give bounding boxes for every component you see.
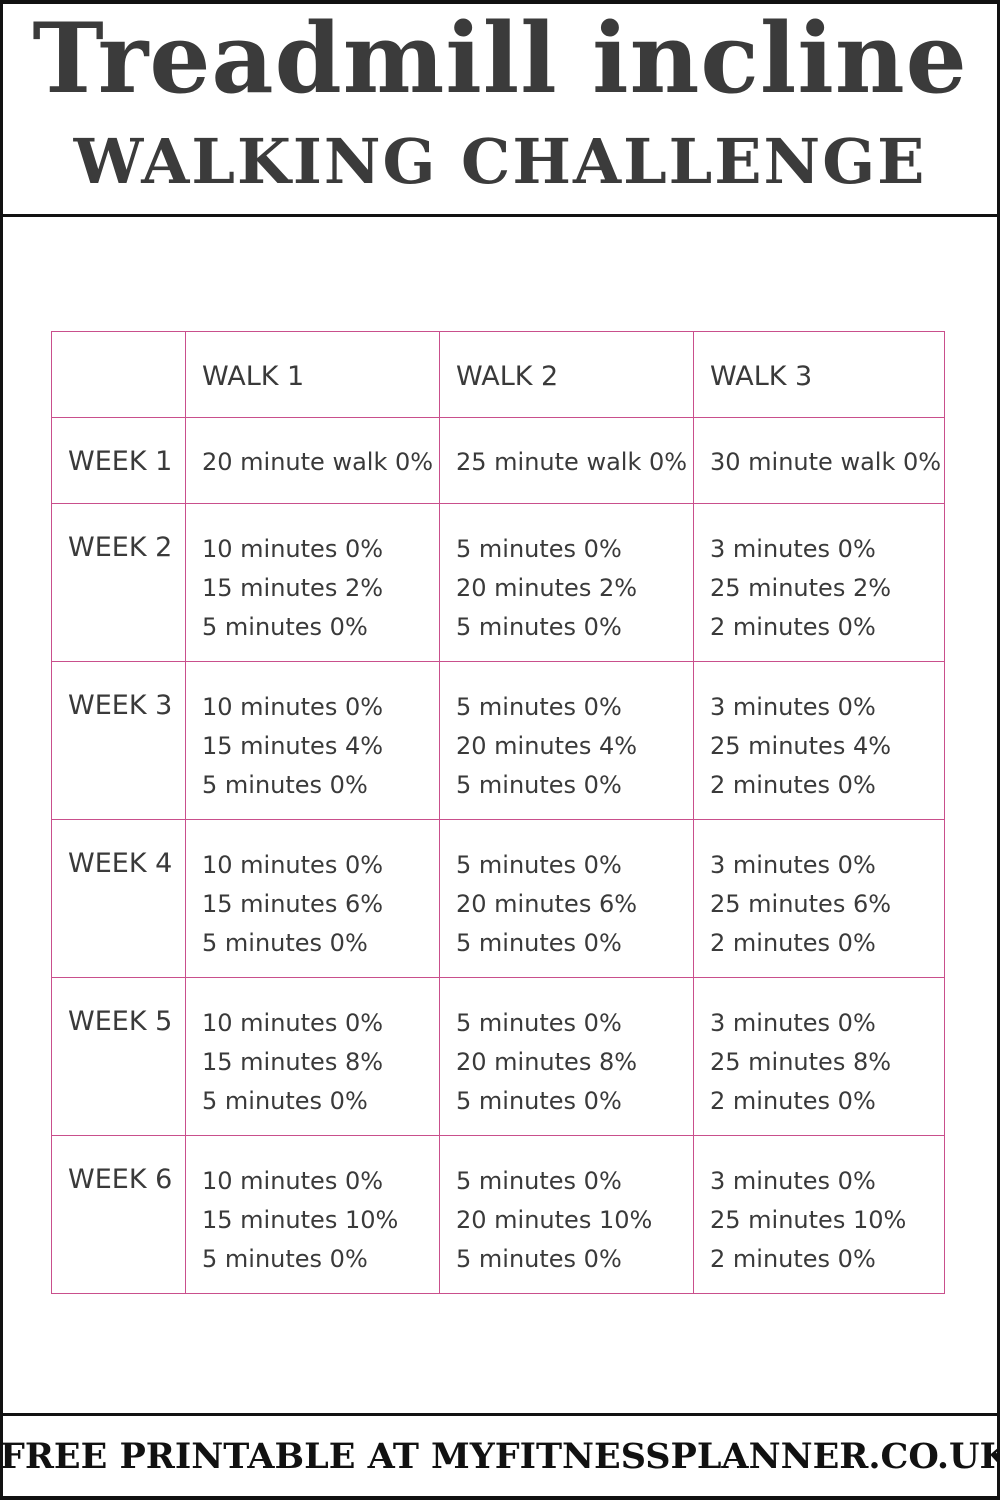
interval-line: 5 minutes 0% (456, 530, 693, 569)
walk-cell: 30 minute walk 0% (694, 418, 945, 504)
walk-cell: 10 minutes 0% 15 minutes 4% 5 minutes 0% (186, 662, 440, 820)
column-header-walk-2: WALK 2 (440, 332, 694, 418)
walk-cell: 3 minutes 0% 25 minutes 4% 2 minutes 0% (694, 662, 945, 820)
interval-line: 5 minutes 0% (456, 688, 693, 727)
interval-line: 10 minutes 0% (202, 1162, 439, 1201)
week-cell: WEEK 2 (52, 504, 186, 662)
table-row-week-4: WEEK 4 10 minutes 0% 15 minutes 6% 5 min… (52, 820, 945, 978)
walk-cell: 25 minute walk 0% (440, 418, 694, 504)
table-row-week-3: WEEK 3 10 minutes 0% 15 minutes 4% 5 min… (52, 662, 945, 820)
week-label: WEEK 2 (52, 504, 185, 565)
interval-line: 25 minutes 2% (710, 569, 944, 608)
walk-cell: 10 minutes 0% 15 minutes 6% 5 minutes 0% (186, 820, 440, 978)
interval-line: 2 minutes 0% (710, 766, 944, 805)
week-cell: WEEK 1 (52, 418, 186, 504)
walk-cell: 3 minutes 0% 25 minutes 8% 2 minutes 0% (694, 978, 945, 1136)
interval-line: 20 minutes 10% (456, 1201, 693, 1240)
walk-cell: 10 minutes 0% 15 minutes 2% 5 minutes 0% (186, 504, 440, 662)
interval-line: 10 minutes 0% (202, 1004, 439, 1043)
week-label: WEEK 6 (52, 1136, 185, 1197)
walk-cell: 20 minute walk 0% (186, 418, 440, 504)
corner-cell (52, 332, 186, 418)
column-header-label: WALK 1 (186, 332, 439, 394)
interval-line: 5 minutes 0% (456, 1082, 693, 1121)
interval-line: 5 minutes 0% (202, 766, 439, 805)
page-subtitle: WALKING CHALLENGE (0, 122, 1000, 202)
interval-line: 5 minutes 0% (456, 608, 693, 647)
column-header-walk-3: WALK 3 (694, 332, 945, 418)
interval-line: 25 minutes 6% (710, 885, 944, 924)
interval-line: 5 minutes 0% (202, 608, 439, 647)
walk-cell: 5 minutes 0% 20 minutes 6% 5 minutes 0% (440, 820, 694, 978)
week-label: WEEK 4 (52, 820, 185, 881)
walk-cell: 5 minutes 0% 20 minutes 4% 5 minutes 0% (440, 662, 694, 820)
corner-cell-label (52, 332, 185, 360)
interval-line: 15 minutes 4% (202, 727, 439, 766)
interval-line: 25 minutes 8% (710, 1043, 944, 1082)
column-header-label: WALK 3 (694, 332, 944, 394)
interval-line: 5 minutes 0% (202, 924, 439, 963)
interval-line: 15 minutes 10% (202, 1201, 439, 1240)
walk-cell: 3 minutes 0% 25 minutes 2% 2 minutes 0% (694, 504, 945, 662)
interval-line: 20 minutes 6% (456, 885, 693, 924)
week-cell: WEEK 4 (52, 820, 186, 978)
table-header-row: WALK 1 WALK 2 WALK 3 (52, 332, 945, 418)
page-title: Treadmill incline (0, 4, 1000, 114)
interval-line: 5 minutes 0% (202, 1082, 439, 1121)
week-cell: WEEK 5 (52, 978, 186, 1136)
interval-line: 5 minutes 0% (456, 924, 693, 963)
interval-line: 5 minutes 0% (456, 766, 693, 805)
table-row-week-6: WEEK 6 10 minutes 0% 15 minutes 10% 5 mi… (52, 1136, 945, 1294)
interval-line: 10 minutes 0% (202, 530, 439, 569)
interval-line: 25 minutes 4% (710, 727, 944, 766)
column-header-walk-1: WALK 1 (186, 332, 440, 418)
interval-line: 20 minutes 8% (456, 1043, 693, 1082)
footer-credit: FREE PRINTABLE AT MYFITNESSPLANNER.CO.UK (0, 1432, 1000, 1482)
week-label: WEEK 3 (52, 662, 185, 723)
walk-cell: 3 minutes 0% 25 minutes 10% 2 minutes 0% (694, 1136, 945, 1294)
title-block: Treadmill incline WALKING CHALLENGE (0, 0, 1000, 217)
week-cell: WEEK 6 (52, 1136, 186, 1294)
table-row-week-1: WEEK 1 20 minute walk 0% 25 minute walk … (52, 418, 945, 504)
table-row-week-2: WEEK 2 10 minutes 0% 15 minutes 2% 5 min… (52, 504, 945, 662)
interval-line: 10 minutes 0% (202, 688, 439, 727)
interval-line: 25 minute walk 0% (456, 443, 693, 482)
interval-line: 2 minutes 0% (710, 1240, 944, 1279)
week-cell: WEEK 3 (52, 662, 186, 820)
walk-cell: 5 minutes 0% 20 minutes 2% 5 minutes 0% (440, 504, 694, 662)
interval-line: 5 minutes 0% (456, 846, 693, 885)
interval-line: 20 minutes 4% (456, 727, 693, 766)
interval-line: 5 minutes 0% (456, 1004, 693, 1043)
interval-line: 25 minutes 10% (710, 1201, 944, 1240)
footer-divider (0, 1413, 1000, 1416)
interval-line: 15 minutes 6% (202, 885, 439, 924)
week-label: WEEK 5 (52, 978, 185, 1039)
table-row-week-5: WEEK 5 10 minutes 0% 15 minutes 8% 5 min… (52, 978, 945, 1136)
challenge-schedule-table: WALK 1 WALK 2 WALK 3 WEEK 1 20 minute wa… (51, 331, 945, 1294)
week-label: WEEK 1 (52, 418, 185, 479)
interval-line: 15 minutes 8% (202, 1043, 439, 1082)
walk-cell: 10 minutes 0% 15 minutes 8% 5 minutes 0% (186, 978, 440, 1136)
walk-cell: 10 minutes 0% 15 minutes 10% 5 minutes 0… (186, 1136, 440, 1294)
interval-line: 20 minutes 2% (456, 569, 693, 608)
interval-line: 3 minutes 0% (710, 1004, 944, 1043)
walk-cell: 3 minutes 0% 25 minutes 6% 2 minutes 0% (694, 820, 945, 978)
interval-line: 5 minutes 0% (456, 1162, 693, 1201)
interval-line: 2 minutes 0% (710, 1082, 944, 1121)
walk-cell: 5 minutes 0% 20 minutes 10% 5 minutes 0% (440, 1136, 694, 1294)
interval-line: 3 minutes 0% (710, 846, 944, 885)
column-header-label: WALK 2 (440, 332, 693, 394)
interval-line: 15 minutes 2% (202, 569, 439, 608)
interval-line: 2 minutes 0% (710, 924, 944, 963)
interval-line: 3 minutes 0% (710, 530, 944, 569)
interval-line: 3 minutes 0% (710, 1162, 944, 1201)
interval-line: 20 minute walk 0% (202, 443, 439, 482)
interval-line: 30 minute walk 0% (710, 443, 944, 482)
interval-line: 10 minutes 0% (202, 846, 439, 885)
interval-line: 5 minutes 0% (456, 1240, 693, 1279)
interval-line: 2 minutes 0% (710, 608, 944, 647)
interval-line: 5 minutes 0% (202, 1240, 439, 1279)
walk-cell: 5 minutes 0% 20 minutes 8% 5 minutes 0% (440, 978, 694, 1136)
interval-line: 3 minutes 0% (710, 688, 944, 727)
